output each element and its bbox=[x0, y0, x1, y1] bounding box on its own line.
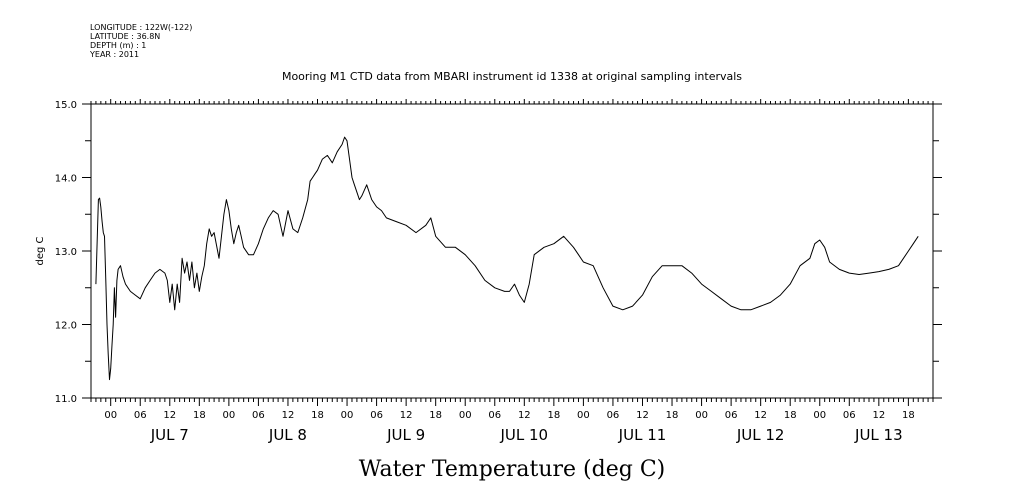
metadata-depth: DEPTH (m) : 1 bbox=[90, 41, 146, 50]
bottom-title: Water Temperature (deg C) bbox=[359, 457, 666, 482]
x-hour-label: 12 bbox=[163, 410, 176, 421]
metadata-latitude: LATITUDE : 36.8N bbox=[90, 32, 160, 41]
x-hour-label: 06 bbox=[725, 410, 738, 421]
y-tick-label: 11.0 bbox=[55, 394, 77, 405]
axis-labels: 15.0 14.0 13.0 12.0 11.0 00 06 12 18 00 06 12 18 00 06… bbox=[55, 100, 915, 444]
x-hour-label: 12 bbox=[754, 410, 767, 421]
x-hour-label: 00 bbox=[577, 410, 590, 421]
x-day-label: JUL 8 bbox=[268, 426, 307, 444]
x-hour-label: 12 bbox=[400, 410, 413, 421]
x-day-label: JUL 9 bbox=[386, 426, 425, 444]
x-hour-label: 00 bbox=[104, 410, 117, 421]
x-hour-label: 06 bbox=[607, 410, 620, 421]
x-hour-label: 00 bbox=[341, 410, 354, 421]
x-hour-label: 12 bbox=[518, 410, 531, 421]
x-hour-label: 00 bbox=[223, 410, 236, 421]
axis-ticks bbox=[82, 99, 942, 406]
x-hour-label: 12 bbox=[282, 410, 295, 421]
x-hour-label: 06 bbox=[843, 410, 856, 421]
y-tick-label: 14.0 bbox=[55, 174, 77, 185]
y-tick-label: 15.0 bbox=[55, 100, 77, 111]
metadata-longitude: LONGITUDE : 122W(-122) bbox=[90, 23, 192, 32]
x-hour-label: 00 bbox=[459, 410, 472, 421]
series-layer bbox=[95, 136, 919, 381]
x-hour-label: 18 bbox=[429, 410, 442, 421]
x-day-label: JUL 10 bbox=[499, 426, 548, 444]
x-day-label: JUL 7 bbox=[150, 426, 189, 444]
x-hour-label: 12 bbox=[636, 410, 649, 421]
chart-title: Mooring M1 CTD data from MBARI instrumen… bbox=[282, 70, 742, 83]
x-hour-label: 18 bbox=[547, 410, 560, 421]
x-hour-label: 18 bbox=[311, 410, 324, 421]
y-tick-label: 12.0 bbox=[55, 321, 77, 332]
series-line bbox=[95, 136, 919, 381]
x-day-label: JUL 13 bbox=[854, 426, 903, 444]
y-tick-label: 13.0 bbox=[55, 247, 77, 258]
x-hour-label: 00 bbox=[813, 410, 826, 421]
metadata-block: LONGITUDE : 122W(-122) LATITUDE : 36.8N … bbox=[89, 23, 192, 59]
metadata-year: YEAR : 2011 bbox=[89, 50, 139, 59]
x-hour-label: 06 bbox=[252, 410, 265, 421]
x-hour-label: 12 bbox=[872, 410, 885, 421]
x-day-label: JUL 12 bbox=[736, 426, 785, 444]
x-hour-label: 18 bbox=[784, 410, 797, 421]
x-hour-label: 00 bbox=[695, 410, 708, 421]
x-hour-label: 18 bbox=[666, 410, 679, 421]
x-hour-label: 06 bbox=[370, 410, 383, 421]
x-hour-label: 06 bbox=[134, 410, 147, 421]
x-hour-label: 06 bbox=[488, 410, 501, 421]
x-hour-label: 18 bbox=[193, 410, 206, 421]
x-hour-label: 18 bbox=[902, 410, 915, 421]
x-day-label: JUL 11 bbox=[618, 426, 667, 444]
y-axis-label: deg C bbox=[35, 236, 46, 265]
